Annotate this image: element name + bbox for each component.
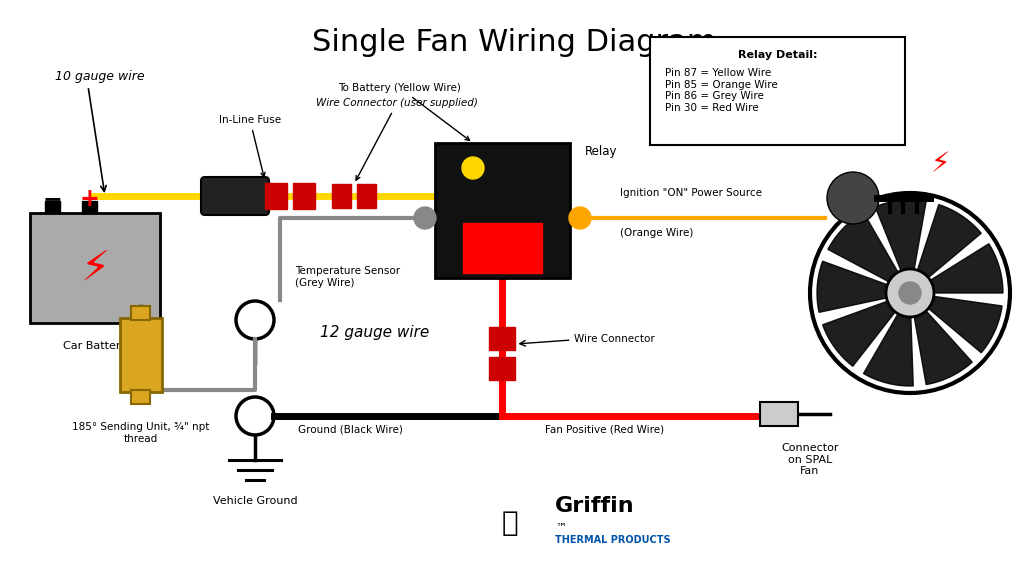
- Polygon shape: [817, 261, 887, 312]
- Text: −: −: [42, 187, 62, 211]
- Text: Vehicle Ground: Vehicle Ground: [213, 496, 297, 506]
- FancyBboxPatch shape: [120, 318, 162, 392]
- Text: Car Battery: Car Battery: [63, 341, 127, 351]
- Text: 10 gauge wire: 10 gauge wire: [56, 69, 145, 83]
- Ellipse shape: [827, 172, 879, 224]
- Text: ⚡: ⚡: [80, 247, 110, 289]
- Text: To Battery (Yellow Wire): To Battery (Yellow Wire): [338, 83, 470, 140]
- Polygon shape: [828, 213, 898, 281]
- Bar: [45, 201, 60, 213]
- Polygon shape: [928, 297, 1002, 353]
- Bar: [489, 327, 515, 350]
- Text: Relay: Relay: [585, 144, 618, 157]
- Bar: [131, 306, 150, 320]
- Text: Pin 87 = Yellow Wire
Pin 85 = Orange Wire
Pin 86 = Grey Wire
Pin 30 = Red Wire: Pin 87 = Yellow Wire Pin 85 = Orange Wir…: [665, 68, 778, 113]
- Text: Wire Connector (user supplied): Wire Connector (user supplied): [316, 98, 478, 180]
- Text: Wire Connector: Wire Connector: [575, 334, 655, 344]
- Polygon shape: [822, 301, 895, 366]
- Circle shape: [414, 207, 436, 229]
- Text: THERMAL PRODUCTS: THERMAL PRODUCTS: [555, 535, 670, 545]
- Bar: [435, 143, 570, 278]
- Bar: [332, 184, 351, 208]
- Text: Ignition "ON" Power Source: Ignition "ON" Power Source: [620, 188, 762, 198]
- Bar: [489, 357, 515, 380]
- Bar: [293, 183, 315, 209]
- FancyBboxPatch shape: [650, 37, 905, 145]
- Text: ⚡: ⚡: [930, 150, 950, 178]
- Polygon shape: [930, 244, 1003, 293]
- Circle shape: [886, 269, 934, 317]
- Text: 185° Sending Unit, ¾" npt
thread: 185° Sending Unit, ¾" npt thread: [72, 422, 210, 443]
- FancyBboxPatch shape: [201, 177, 269, 215]
- Text: Griffin: Griffin: [555, 496, 634, 516]
- Bar: [760, 402, 798, 426]
- Circle shape: [462, 157, 484, 179]
- Text: Single Fan Wiring Diagram: Single Fan Wiring Diagram: [311, 28, 717, 57]
- Polygon shape: [875, 200, 926, 271]
- Polygon shape: [864, 314, 913, 386]
- Circle shape: [900, 282, 921, 304]
- Text: Connector
on SPAL
Fan: Connector on SPAL Fan: [781, 443, 839, 476]
- Polygon shape: [917, 205, 982, 277]
- Text: In-Line Fuse: In-Line Fuse: [219, 115, 281, 177]
- Text: Relay Detail:: Relay Detail:: [738, 50, 817, 60]
- Polygon shape: [914, 311, 972, 384]
- Bar: [82, 201, 97, 213]
- FancyBboxPatch shape: [30, 213, 160, 323]
- Text: 🦅: 🦅: [502, 509, 518, 537]
- Bar: [357, 184, 376, 208]
- Bar: [265, 183, 287, 209]
- Text: (Orange Wire): (Orange Wire): [620, 228, 693, 238]
- Text: ™: ™: [555, 523, 566, 533]
- Text: 12 gauge wire: 12 gauge wire: [321, 325, 430, 340]
- Bar: [463, 223, 542, 273]
- Bar: [131, 390, 150, 404]
- Circle shape: [570, 207, 591, 229]
- Text: Fan Positive (Red Wire): Fan Positive (Red Wire): [546, 425, 664, 435]
- Text: +: +: [79, 187, 99, 211]
- Text: Temperature Sensor
(Grey Wire): Temperature Sensor (Grey Wire): [295, 266, 400, 288]
- Text: Ground (Black Wire): Ground (Black Wire): [297, 424, 402, 434]
